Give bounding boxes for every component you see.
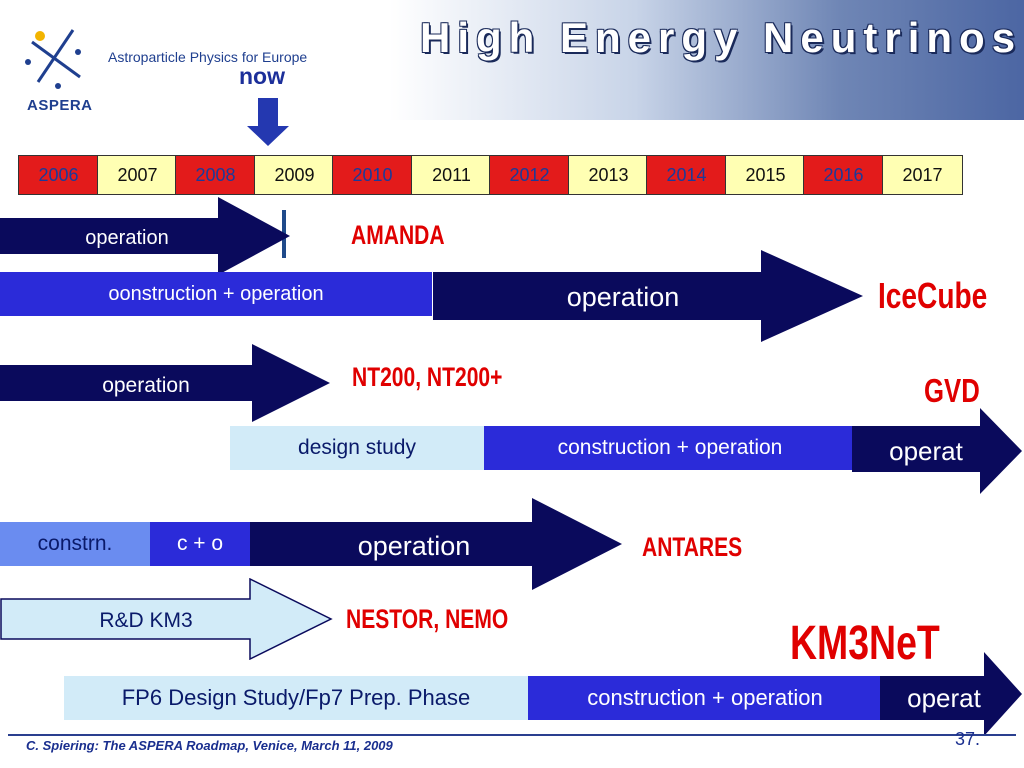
year-cell: 2014 [646,155,727,195]
amanda-operation-label: operation [85,227,168,249]
amanda-label: AMANDA [351,220,445,250]
logo-text: ASPERA [27,97,93,114]
gvd-design-bar: design study [230,426,484,470]
header-band [0,0,1024,120]
gvd-label: GVD [924,372,980,409]
antares-constrn-label: constrn. [37,532,113,555]
icecube-label: IceCube [878,275,988,316]
year-cell: 2015 [725,155,806,195]
antares-co-label: c + o [176,532,224,555]
page-title: High Energy Neutrinos [420,14,1023,61]
km3net-construction-bar: construction + operation [528,676,882,720]
nestor-label: NESTOR, NEMO [346,604,509,634]
km3net-operation-arrow: operat [880,652,1022,736]
year-cell: 2009 [254,155,335,195]
antares-constrn-bar: constrn. [0,522,150,566]
km3net-design-label: FP6 Design Study/Fp7 Prep. Phase [121,685,471,710]
nestor-rd-arrow: R&D KM3 [0,578,333,660]
gvd-operation-label: operat [889,436,963,466]
icecube-construction-bar: oonstruction + operation [0,272,432,316]
km3net-construction-label: construction + operation [587,685,823,710]
now-label: now [239,63,285,89]
year-cell: 2010 [332,155,413,195]
icecube-construction-label: oonstruction + operation [108,282,324,305]
year-cell: 2006 [18,155,99,195]
now-arrow-icon [247,98,289,146]
amanda-operation-arrow: operation [0,197,290,275]
gvd-operation-arrow: operat [852,408,1022,494]
km3net-operation-label: operat [907,683,981,713]
year-cell: 2007 [97,155,178,195]
year-cell: 2012 [489,155,570,195]
nestor-rd-label: R&D KM3 [99,609,192,632]
year-cell: 2011 [411,155,492,195]
icecube-operation-label: operation [567,282,680,312]
logo-subtitle: Astroparticle Physics for Europe [108,49,308,65]
antares-operation-label: operation [358,531,471,561]
km3net-design-bar: FP6 Design Study/Fp7 Prep. Phase [64,676,528,720]
icecube-operation-arrow: operation [433,250,863,342]
page-number: 37. [955,729,981,749]
gvd-design-label: design study [298,436,416,459]
footer-divider [8,734,1016,736]
year-cell: 2013 [568,155,649,195]
year-cell: 2017 [882,155,963,195]
year-cell: 2008 [175,155,256,195]
km3net-label: KM3NeT [790,617,940,670]
antares-operation-arrow: operation [250,498,622,590]
antares-co-bar: c + o [150,522,250,566]
gvd-construction-label: construction + operation [557,436,783,459]
nt200-label: NT200, NT200+ [352,362,503,392]
year-cell: 2016 [803,155,884,195]
nt200-operation-arrow: operation [0,344,330,422]
antares-label: ANTARES [642,532,743,562]
gvd-construction-bar: construction + operation [484,426,856,470]
nt200-operation-label: operation [102,374,190,397]
aspera-logo-icon [25,29,81,89]
footer-citation: C. Spiering: The ASPERA Roadmap, Venice,… [26,738,393,753]
